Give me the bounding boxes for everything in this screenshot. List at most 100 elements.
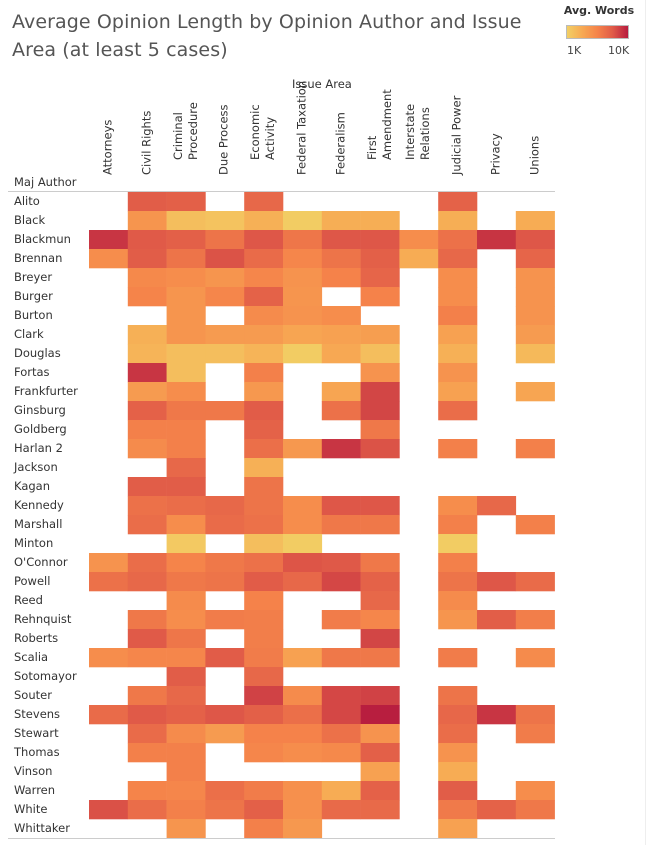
heatmap-cell[interactable]: Jackson / Criminal Procedure: 4600: [166, 458, 206, 478]
heatmap-cell[interactable]: Frankfurter / Unions: 1900: [515, 382, 555, 402]
heatmap-cell[interactable]: White / Unions: 3700: [515, 800, 555, 820]
heatmap-cell[interactable]: Black / Economic Activity: 1600: [244, 211, 284, 231]
heatmap-cell[interactable]: Warren / Federal Taxation: 2600: [283, 781, 323, 801]
heatmap-cell[interactable]: O'Connor / Attorneys: 2500: [89, 553, 129, 573]
heatmap-cell[interactable]: Frankfurter / Federalism: 1900: [321, 382, 361, 402]
heatmap-cell[interactable]: Ginsburg / First Amendment: 6800: [360, 401, 400, 421]
heatmap-cell[interactable]: Scalia / Due Process: 5500: [205, 648, 245, 668]
heatmap-cell[interactable]: Rehnquist / First Amendment: 3000: [360, 610, 400, 630]
heatmap-cell[interactable]: Blackmun / First Amendment: 5800: [360, 230, 400, 250]
heatmap-cell[interactable]: Black / First Amendment: 1650: [360, 211, 400, 231]
heatmap-cell[interactable]: Rehnquist / Economic Activity: 3400: [244, 610, 284, 630]
heatmap-cell[interactable]: Harlan 2 / Criminal Procedure: 3300: [166, 439, 206, 459]
heatmap-cell[interactable]: O'Connor / Federal Taxation: 5900: [283, 553, 323, 573]
heatmap-cell[interactable]: Douglas / First Amendment: 1300: [360, 344, 400, 364]
heatmap-cell[interactable]: Burton / Federal Taxation: 2500: [283, 306, 323, 326]
heatmap-cell[interactable]: Marshall / Federal Taxation: 2700: [283, 515, 323, 535]
heatmap-cell[interactable]: Stevens / Due Process: 5800: [205, 705, 245, 725]
heatmap-cell[interactable]: Ginsburg / Criminal Procedure: 3700: [166, 401, 206, 421]
heatmap-cell[interactable]: Powell / Attorneys: 4100: [89, 572, 129, 592]
heatmap-cell[interactable]: Alito / Criminal Procedure: 5200: [166, 192, 206, 212]
heatmap-cell[interactable]: Fortas / Civil Rights: 7900: [127, 363, 167, 383]
heatmap-cell[interactable]: Rehnquist / Due Process: 3500: [205, 610, 245, 630]
heatmap-cell[interactable]: Burger / First Amendment: 3200: [360, 287, 400, 307]
heatmap-cell[interactable]: Breyer / Economic Activity: 3000: [244, 268, 284, 288]
heatmap-cell[interactable]: Ginsburg / Due Process: 3700: [205, 401, 245, 421]
heatmap-cell[interactable]: Roberts / Civil Rights: 5600: [127, 629, 167, 649]
heatmap-cell[interactable]: Harlan 2 / First Amendment: 6000: [360, 439, 400, 459]
heatmap-cell[interactable]: O'Connor / Criminal Procedure: 3100: [166, 553, 206, 573]
heatmap-cell[interactable]: Brennan / Civil Rights: 5400: [127, 249, 167, 269]
heatmap-cell[interactable]: Marshall / Civil Rights: 4300: [127, 515, 167, 535]
heatmap-cell[interactable]: Harlan 2 / Federal Taxation: 2300: [283, 439, 323, 459]
heatmap-cell[interactable]: Rehnquist / Judicial Power: 2400: [438, 610, 478, 630]
heatmap-cell[interactable]: O'Connor / Due Process: 3700: [205, 553, 245, 573]
heatmap-cell[interactable]: Roberts / Economic Activity: 3400: [244, 629, 284, 649]
heatmap-cell[interactable]: Souter / Economic Activity: 7000: [244, 686, 284, 706]
heatmap-cell[interactable]: Ginsburg / Economic Activity: 5500: [244, 401, 284, 421]
heatmap-cell[interactable]: Blackmun / Attorneys: 7900: [89, 230, 129, 250]
heatmap-cell[interactable]: Thomas / Federal Taxation: 2700: [283, 743, 323, 763]
heatmap-cell[interactable]: Whittaker / Criminal Procedure: 2400: [166, 819, 206, 839]
heatmap-cell[interactable]: Reed / Judicial Power: 2800: [438, 591, 478, 611]
heatmap-cell[interactable]: Whittaker / Federal Taxation: 2300: [283, 819, 323, 839]
heatmap-cell[interactable]: Marshall / Economic Activity: 4100: [244, 515, 284, 535]
heatmap-cell[interactable]: Thomas / Judicial Power: 2500: [438, 743, 478, 763]
heatmap-cell[interactable]: Alito / Judicial Power: 5000: [438, 192, 478, 212]
heatmap-cell[interactable]: Stewart / Federalism: 4100: [321, 724, 361, 744]
heatmap-cell[interactable]: Vinson / Criminal Procedure: 3300: [166, 762, 206, 782]
heatmap-cell[interactable]: Fortas / Economic Activity: 3300: [244, 363, 284, 383]
heatmap-cell[interactable]: Stevens / Civil Rights: 5600: [127, 705, 167, 725]
heatmap-cell[interactable]: O'Connor / Civil Rights: 4300: [127, 553, 167, 573]
heatmap-cell[interactable]: Black / Federalism: 1650: [321, 211, 361, 231]
heatmap-cell[interactable]: Burton / Federalism: 2700: [321, 306, 361, 326]
heatmap-cell[interactable]: White / Federal Taxation: 2600: [283, 800, 323, 820]
heatmap-cell[interactable]: Harlan 2 / Judicial Power: 3300: [438, 439, 478, 459]
heatmap-cell[interactable]: Clark / Federalism: 2000: [321, 325, 361, 345]
heatmap-cell[interactable]: Rehnquist / Criminal Procedure: 2700: [166, 610, 206, 630]
heatmap-cell[interactable]: Stewart / Due Process: 2200: [205, 724, 245, 744]
heatmap-cell[interactable]: Burger / Unions: 2500: [515, 287, 555, 307]
heatmap-cell[interactable]: Ginsburg / Civil Rights: 5100: [127, 401, 167, 421]
heatmap-cell[interactable]: Douglas / Federalism: 1800: [321, 344, 361, 364]
heatmap-cell[interactable]: Brennan / Interstate Relations: 1700: [399, 249, 439, 269]
heatmap-cell[interactable]: Kennedy / First Amendment: 5800: [360, 496, 400, 516]
heatmap-cell[interactable]: Douglas / Unions: 1400: [515, 344, 555, 364]
heatmap-cell[interactable]: Clark / Criminal Procedure: 2400: [166, 325, 206, 345]
heatmap-cell[interactable]: Brennan / Economic Activity: 4400: [244, 249, 284, 269]
heatmap-cell[interactable]: Ginsburg / Federalism: 4100: [321, 401, 361, 421]
heatmap-cell[interactable]: Douglas / Civil Rights: 1500: [127, 344, 167, 364]
heatmap-cell[interactable]: Breyer / Judicial Power: 2700: [438, 268, 478, 288]
heatmap-cell[interactable]: Powell / Privacy: 5800: [477, 572, 517, 592]
heatmap-cell[interactable]: Powell / Civil Rights: 4600: [127, 572, 167, 592]
heatmap-cell[interactable]: Reed / First Amendment: 4600: [360, 591, 400, 611]
heatmap-cell[interactable]: Scalia / Economic Activity: 3500: [244, 648, 284, 668]
heatmap-cell[interactable]: Rehnquist / Civil Rights: 3700: [127, 610, 167, 630]
heatmap-cell[interactable]: Rehnquist / Unions: 3400: [515, 610, 555, 630]
heatmap-cell[interactable]: Warren / Criminal Procedure: 3000: [166, 781, 206, 801]
heatmap-cell[interactable]: Harlan 2 / Unions: 3300: [515, 439, 555, 459]
heatmap-cell[interactable]: White / Federalism: 4500: [321, 800, 361, 820]
heatmap-cell[interactable]: Burton / Economic Activity: 2800: [244, 306, 284, 326]
heatmap-cell[interactable]: Brennan / Criminal Procedure: 3900: [166, 249, 206, 269]
heatmap-cell[interactable]: Stewart / Unions: 3500: [515, 724, 555, 744]
heatmap-cell[interactable]: Scalia / Attorneys: 2700: [89, 648, 129, 668]
heatmap-cell[interactable]: Douglas / Federal Taxation: 1050: [283, 344, 323, 364]
heatmap-cell[interactable]: Burton / Unions: 2500: [515, 306, 555, 326]
heatmap-cell[interactable]: Marshall / Federalism: 3700: [321, 515, 361, 535]
heatmap-cell[interactable]: Stewart / Federal Taxation: 3200: [283, 724, 323, 744]
heatmap-cell[interactable]: Frankfurter / Judicial Power: 2000: [438, 382, 478, 402]
heatmap-cell[interactable]: Kennedy / Economic Activity: 3900: [244, 496, 284, 516]
heatmap-cell[interactable]: Ginsburg / Judicial Power: 4300: [438, 401, 478, 421]
heatmap-cell[interactable]: Black / Civil Rights: 2400: [127, 211, 167, 231]
heatmap-cell[interactable]: Stewart / Economic Activity: 3200: [244, 724, 284, 744]
heatmap-cell[interactable]: Scalia / Criminal Procedure: 3000: [166, 648, 206, 668]
heatmap-cell[interactable]: Kennedy / Civil Rights: 4100: [127, 496, 167, 516]
heatmap-cell[interactable]: Marshall / Unions: 3300: [515, 515, 555, 535]
heatmap-cell[interactable]: Souter / Civil Rights: 3700: [127, 686, 167, 706]
heatmap-cell[interactable]: Breyer / Criminal Procedure: 2700: [166, 268, 206, 288]
heatmap-cell[interactable]: Vinson / First Amendment: 2000: [360, 762, 400, 782]
heatmap-cell[interactable]: O'Connor / Economic Activity: 4100: [244, 553, 284, 573]
heatmap-cell[interactable]: Brennan / Attorneys: 2700: [89, 249, 129, 269]
heatmap-cell[interactable]: Stevens / Privacy: 7900: [477, 705, 517, 725]
